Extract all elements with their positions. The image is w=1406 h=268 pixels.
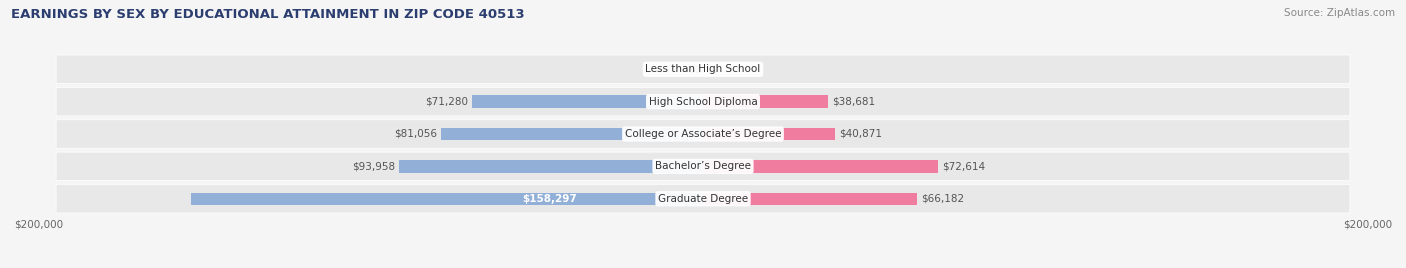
- FancyBboxPatch shape: [56, 87, 1350, 116]
- Text: Bachelor’s Degree: Bachelor’s Degree: [655, 161, 751, 171]
- FancyBboxPatch shape: [56, 184, 1350, 213]
- Text: $200,000: $200,000: [1343, 220, 1392, 230]
- Text: $0: $0: [688, 64, 702, 74]
- Bar: [703, 95, 828, 108]
- Text: EARNINGS BY SEX BY EDUCATIONAL ATTAINMENT IN ZIP CODE 40513: EARNINGS BY SEX BY EDUCATIONAL ATTAINMEN…: [11, 8, 524, 21]
- Text: Graduate Degree: Graduate Degree: [658, 194, 748, 204]
- Bar: [191, 193, 703, 205]
- Text: $0: $0: [704, 64, 718, 74]
- Text: $66,182: $66,182: [921, 194, 965, 204]
- Text: $158,297: $158,297: [522, 194, 576, 204]
- Text: College or Associate’s Degree: College or Associate’s Degree: [624, 129, 782, 139]
- Text: $71,280: $71,280: [426, 97, 468, 107]
- Text: $40,871: $40,871: [839, 129, 882, 139]
- Text: High School Diploma: High School Diploma: [648, 97, 758, 107]
- Bar: [399, 160, 703, 173]
- FancyBboxPatch shape: [56, 120, 1350, 148]
- FancyBboxPatch shape: [56, 55, 1350, 84]
- Bar: [703, 193, 917, 205]
- Text: $38,681: $38,681: [832, 97, 875, 107]
- Text: $93,958: $93,958: [352, 161, 395, 171]
- Bar: [441, 128, 703, 140]
- Text: $72,614: $72,614: [942, 161, 984, 171]
- Text: Source: ZipAtlas.com: Source: ZipAtlas.com: [1284, 8, 1395, 18]
- FancyBboxPatch shape: [56, 152, 1350, 181]
- Bar: [703, 128, 835, 140]
- Text: Less than High School: Less than High School: [645, 64, 761, 74]
- Bar: [703, 160, 938, 173]
- Bar: [472, 95, 703, 108]
- Text: $81,056: $81,056: [394, 129, 437, 139]
- Text: $200,000: $200,000: [14, 220, 63, 230]
